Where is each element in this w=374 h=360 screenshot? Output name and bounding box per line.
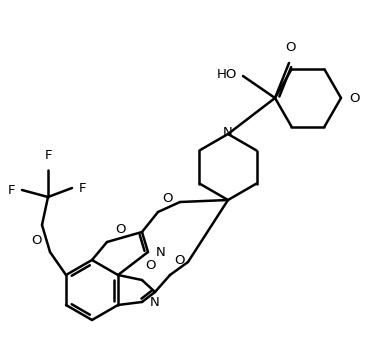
Text: N: N [223,126,233,139]
Text: F: F [79,181,86,194]
Text: O: O [115,223,126,236]
Text: F: F [7,184,15,197]
Text: F: F [44,149,52,162]
Text: O: O [286,41,296,54]
Text: O: O [174,254,184,267]
Text: O: O [349,91,359,104]
Text: N: N [156,246,166,258]
Text: O: O [31,234,42,247]
Text: O: O [162,192,172,205]
Text: HO: HO [217,68,237,81]
Text: N: N [150,296,160,309]
Text: O: O [145,259,156,272]
